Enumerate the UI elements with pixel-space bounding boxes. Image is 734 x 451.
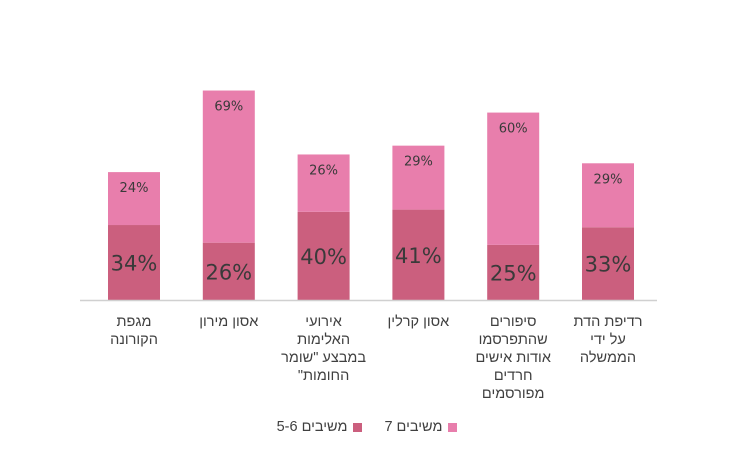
data-label-series-1-5: 29% <box>594 172 623 187</box>
category-label-2-line-1: האלימות <box>297 332 351 348</box>
category-label-0: מגפת הקורונה <box>84 313 184 349</box>
category-label-5: רדיפת הדת על ידי הממשלה <box>558 313 658 367</box>
category-label-5-line-2: הממשלה <box>579 350 637 366</box>
bar-series-1-0 <box>108 172 160 226</box>
category-label-5-line-0: רדיפת הדת <box>573 314 643 330</box>
legend-swatch-series-0 <box>353 422 363 432</box>
data-label-series-0-0: 34% <box>111 252 158 276</box>
bar-series-1-1 <box>202 90 255 243</box>
data-label-series-1-3: 29% <box>404 155 433 170</box>
bar-series-0-3 <box>392 209 445 300</box>
bar-series-0-4 <box>487 244 540 300</box>
bar-series-0-2 <box>297 211 350 300</box>
category-label-2-line-0: אירועי <box>305 314 342 330</box>
data-label-series-1-2: 26% <box>309 163 338 178</box>
bar-series-0-1 <box>202 242 255 300</box>
bar-series-1-3 <box>392 145 445 210</box>
bar-series-1-2 <box>297 154 350 212</box>
data-label-series-1-4: 60% <box>499 122 528 137</box>
legend-label-series-1: משיבים 7 <box>384 419 443 435</box>
category-label-4: סיפורים שהתפרסמו אודות אישים חרדים מפורסמים <box>463 313 563 403</box>
data-label-series-1-0: 24% <box>120 181 149 196</box>
data-label-series-0-1: 26% <box>205 260 252 284</box>
data-label-series-0-3: 41% <box>395 244 442 268</box>
legend: משיבים 7 משיבים 5-6 <box>0 419 734 435</box>
legend-swatch-series-1 <box>448 422 458 432</box>
bar-series-0-0 <box>108 225 160 300</box>
bar-series-0-5 <box>582 227 634 300</box>
data-label-series-0-4: 25% <box>490 261 537 285</box>
category-label-1: אסון מירון <box>179 313 279 331</box>
bar-series-1-4 <box>487 112 540 245</box>
category-label-3: אסון קרלין <box>368 313 468 331</box>
legend-item-series-0: משיבים 5-6 <box>277 419 363 435</box>
data-label-series-0-5: 33% <box>585 253 632 277</box>
category-label-2: אירועי האלימות במבצע "שומר החומות" <box>274 313 374 385</box>
category-label-0-line-0: מגפת <box>116 314 152 330</box>
category-label-2-line-2: במבצע "שומר <box>281 350 367 366</box>
category-label-4-line-4: מפורסמים <box>481 386 545 402</box>
category-label-4-line-0: סיפורים <box>489 314 537 330</box>
data-label-series-1-1: 69% <box>214 100 243 115</box>
category-label-4-line-2: אודות אישים <box>475 350 551 366</box>
category-label-4-line-3: חרדים <box>493 368 533 384</box>
legend-item-series-1: משיבים 7 <box>384 419 458 435</box>
category-label-2-line-3: החומות" <box>297 368 350 384</box>
category-label-5-line-1: על ידי <box>590 332 626 348</box>
category-label-4-line-1: שהתפרסמו <box>478 332 548 348</box>
bar-series-1-5 <box>582 163 634 228</box>
legend-label-series-0: משיבים 5-6 <box>276 419 348 435</box>
category-label-0-line-1: הקורונה <box>110 332 158 348</box>
category-label-3-line-0: אסון קרלין <box>387 314 450 330</box>
category-label-1-line-0: אסון מירון <box>199 314 259 330</box>
data-label-series-0-2: 40% <box>300 245 347 269</box>
